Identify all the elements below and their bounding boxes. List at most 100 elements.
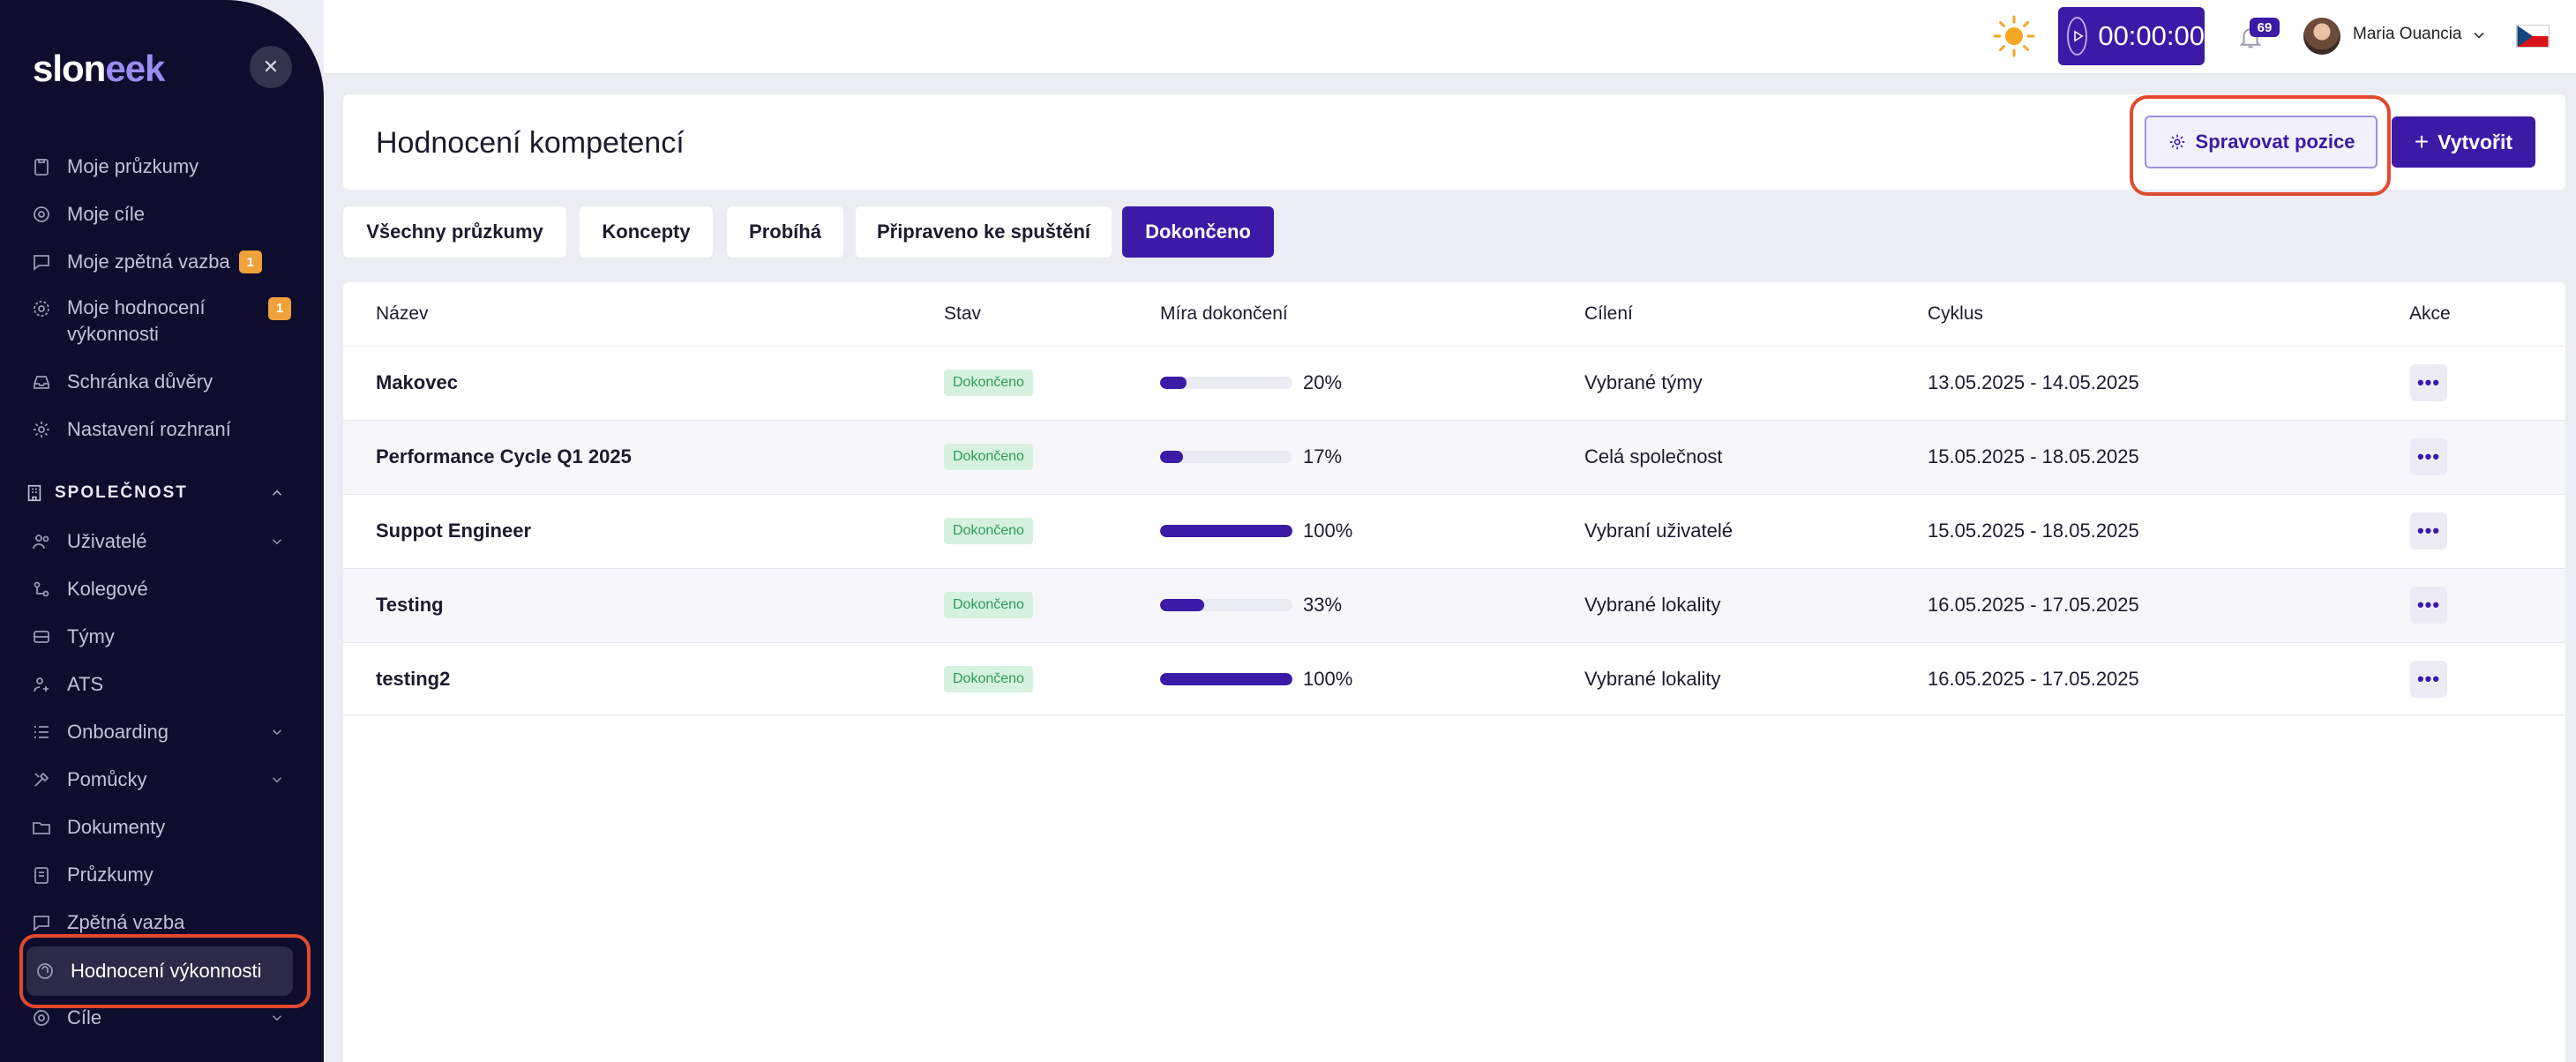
row-actions-button[interactable]: ••• [2410,587,2447,624]
targeting-value: Vybrané lokality [1584,594,1721,616]
sidebar: sloneek ✕ Moje průzkumy Moje cíle Moje z… [0,0,324,1062]
row-actions-button[interactable]: ••• [2410,364,2447,401]
sidebar-item-colleagues[interactable]: Kolegové [25,574,294,604]
sun-icon[interactable] [1992,14,2036,58]
row-name[interactable]: Testing [376,594,444,616]
more-dots-icon: ••• [2416,668,2441,690]
close-sidebar-button[interactable]: ✕ [250,46,292,88]
avatar[interactable] [2303,18,2340,55]
sidebar-item-users[interactable]: Uživatelé [25,527,294,557]
settings-icon [30,418,53,441]
chevron-down-icon [272,1015,282,1021]
chat-icon [30,251,53,273]
row-name[interactable]: testing2 [376,668,451,690]
row-actions-button[interactable]: ••• [2410,512,2447,550]
ats-icon [30,673,53,696]
column-header-completion[interactable]: Míra dokončení [1160,303,1288,324]
time-tracker-button[interactable]: 00:00:00 [2058,7,2205,65]
completion-progress-bar [1160,377,1292,389]
completion-percent: 100% [1303,520,1353,542]
performance-count-badge: 1 [268,297,291,320]
more-dots-icon: ••• [2416,594,2441,616]
table-row[interactable] [343,420,2565,494]
chevron-up-icon [272,490,282,496]
chevron-down-icon [272,539,282,545]
table-row[interactable] [343,346,2565,420]
more-dots-icon: ••• [2416,520,2441,542]
completion-progress-bar [1160,451,1292,463]
completion-percent: 20% [1303,371,1343,393]
performance-icon [34,960,56,983]
chevron-down-icon[interactable] [2470,26,2488,44]
user-name[interactable]: Maria Ouancia [2353,25,2462,43]
sidebar-item-my-feedback[interactable]: Moje zpětná vazba 1 [25,247,294,277]
sidebar-item-goals[interactable]: Cíle [25,1003,294,1033]
onboarding-icon [30,721,53,744]
feedback-icon [30,911,53,934]
plus-icon: + [2414,128,2430,155]
completion-percent: 17% [1303,445,1343,467]
target-icon [30,203,53,226]
sidebar-item-performance-review[interactable]: Hodnocení výkonnosti [26,946,293,996]
row-actions-button[interactable]: ••• [2410,661,2447,698]
sidebar-item-onboarding[interactable]: Onboarding [25,717,294,747]
column-header-cycle[interactable]: Cyklus [1928,303,1984,324]
status-badge: Dokončeno [944,370,1033,396]
section-company[interactable]: SPOLEČNOST [25,480,294,506]
more-dots-icon: ••• [2416,445,2441,467]
status-badge: Dokončeno [944,444,1033,470]
completion-progress-fill [1160,599,1204,611]
targeting-value: Vybrané lokality [1584,668,1721,690]
row-actions-button[interactable]: ••• [2410,438,2447,475]
sidebar-item-feedback[interactable]: Zpětná vazba [25,908,294,938]
tab-all-surveys[interactable]: Všechny průzkumy [343,206,566,258]
highlight-annotation-performance [19,934,311,1008]
table-row[interactable] [343,568,2565,642]
cycle-dates: 13.05.2025 - 14.05.2025 [1928,371,2139,393]
sidebar-item-interface-settings[interactable]: Nastavení rozhraní [25,415,294,445]
logo[interactable]: sloneek [33,48,165,89]
timer-value: 00:00:00 [2098,20,2205,51]
play-icon [2067,17,2088,56]
row-name[interactable]: Performance Cycle Q1 2025 [376,445,632,467]
colleagues-icon [30,578,53,601]
column-header-targeting[interactable]: Cílení [1584,303,1633,324]
chevron-down-icon [272,729,282,736]
sidebar-item-trust-box[interactable]: Schránka důvěry [25,367,294,397]
czech-flag-icon[interactable] [2516,25,2550,48]
column-header-status[interactable]: Stav [944,303,982,324]
tab-completed[interactable]: Dokončeno [1122,206,1274,258]
table-row[interactable] [343,642,2565,716]
table-row[interactable] [343,494,2565,568]
building-icon [25,483,44,503]
sidebar-item-tools[interactable]: Pomůcky [25,765,294,795]
sidebar-item-teams[interactable]: Týmy [25,622,294,652]
completion-progress-fill [1160,377,1187,389]
column-header-name[interactable]: Název [376,303,429,324]
sidebar-item-ats[interactable]: ATS [25,669,294,699]
column-header-actions: Akce [2409,303,2451,324]
close-icon: ✕ [262,56,280,78]
tab-drafts[interactable]: Koncepty [580,206,713,258]
tab-in-progress[interactable]: Probíhá [727,206,843,258]
sidebar-item-my-performance[interactable]: Moje hodnocení výkonnosti 1 [25,295,294,349]
row-name[interactable]: Suppot Engineer [376,520,531,542]
manage-positions-button[interactable]: Spravovat pozice [2145,116,2378,168]
status-badge: Dokončeno [944,666,1033,692]
notification-count-badge: 69 [2250,18,2280,37]
more-dots-icon: ••• [2416,371,2441,393]
sidebar-item-my-surveys[interactable]: Moje průzkumy [25,152,294,182]
page-title: Hodnocení kompetencí [376,126,685,160]
completion-percent: 100% [1303,668,1353,690]
sidebar-item-surveys[interactable]: Průzkumy [25,860,294,890]
surveys-table [343,282,2565,1062]
completion-percent: 33% [1303,594,1343,616]
sidebar-item-documents[interactable]: Dokumenty [25,812,294,842]
create-button[interactable]: + Vytvořit [2392,116,2535,168]
sidebar-item-my-goals[interactable]: Moje cíle [25,199,294,229]
tab-ready-to-launch[interactable]: Připraveno ke spuštění [856,206,1112,258]
gear-icon [30,297,53,320]
goals-icon [30,1006,53,1029]
table-bottom-border [343,714,2565,715]
row-name[interactable]: Makovec [376,371,458,393]
